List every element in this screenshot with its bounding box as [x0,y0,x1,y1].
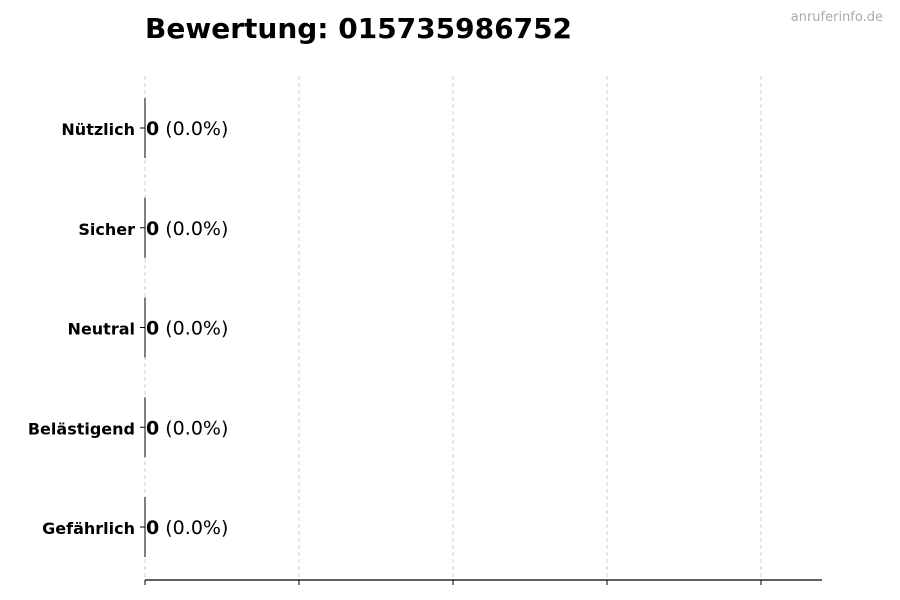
value-percent: (0.0%) [159,218,228,240]
value-label: 0 (0.0%) [146,218,228,240]
category-label: Belästigend [28,419,135,438]
value-percent: (0.0%) [159,118,228,140]
chart-title: Bewertung: 015735986752 [145,12,573,45]
value-count: 0 [146,417,159,439]
value-percent: (0.0%) [159,517,228,539]
value-label: 0 (0.0%) [146,118,228,140]
category-label: Sicher [78,220,135,239]
value-percent: (0.0%) [159,417,228,439]
category-label: Nützlich [61,120,135,139]
value-percent: (0.0%) [159,318,228,340]
value-count: 0 [146,118,159,140]
category-label: Gefährlich [42,519,135,538]
category-label: Neutral [68,320,135,339]
value-count: 0 [146,318,159,340]
value-label: 0 (0.0%) [146,517,228,539]
value-label: 0 (0.0%) [146,417,228,439]
value-count: 0 [146,218,159,240]
value-count: 0 [146,517,159,539]
watermark: anruferinfo.de [790,10,883,25]
value-label: 0 (0.0%) [146,318,228,340]
